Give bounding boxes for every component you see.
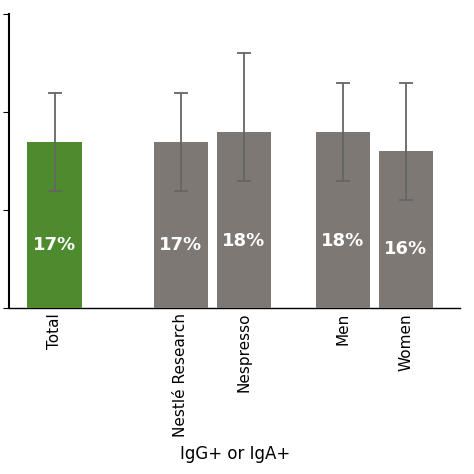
Text: 18%: 18%	[222, 232, 265, 250]
Bar	[379, 151, 433, 308]
X-axis label: IgG+ or IgA+: IgG+ or IgA+	[180, 445, 290, 463]
Bar	[154, 142, 208, 308]
Text: 16%: 16%	[384, 239, 427, 257]
Text: 18%: 18%	[321, 232, 365, 250]
Bar	[217, 132, 271, 308]
Text: 17%: 17%	[159, 236, 202, 254]
Bar	[27, 142, 82, 308]
Text: 17%: 17%	[33, 236, 76, 254]
Bar	[316, 132, 370, 308]
